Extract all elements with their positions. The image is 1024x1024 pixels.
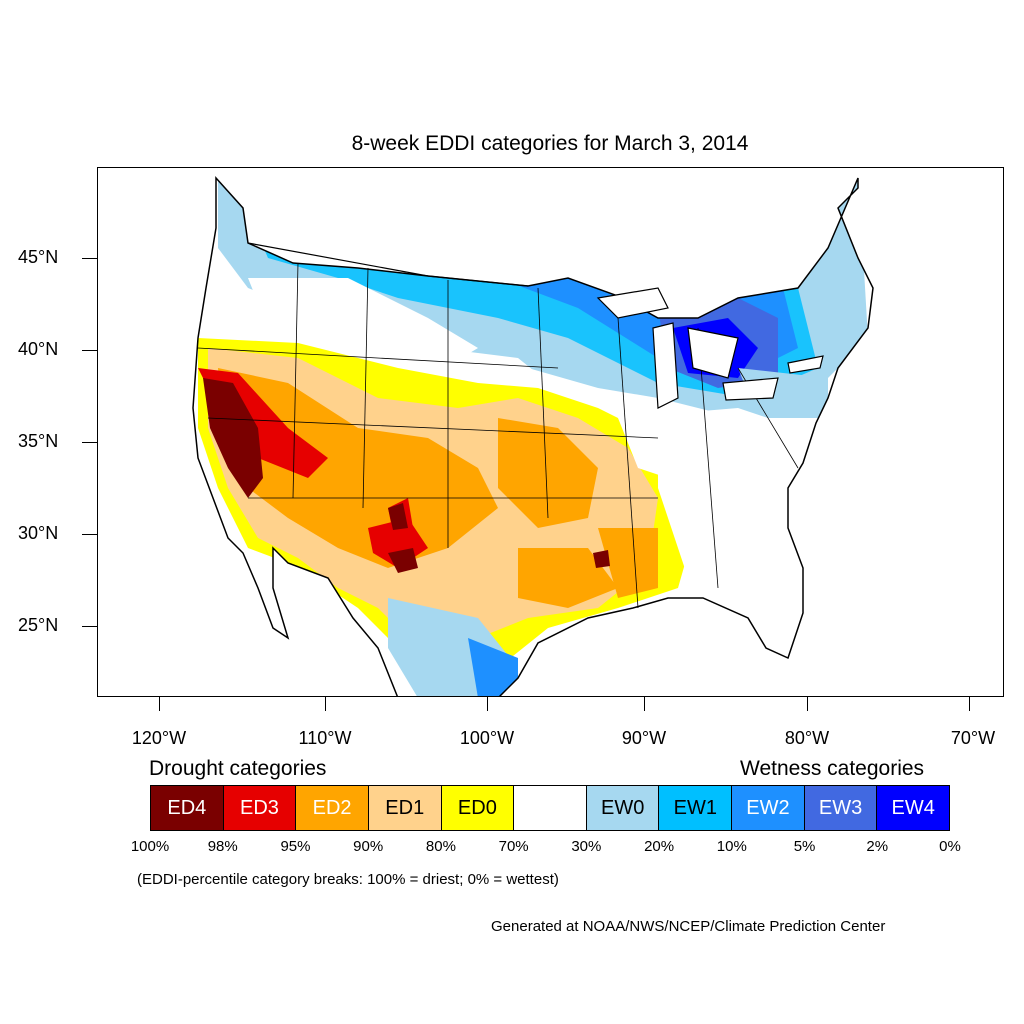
percent-break-label: 80%: [425, 838, 456, 855]
lon-label-70: 70°W: [950, 728, 996, 748]
lat-label-45: 45°N: [18, 247, 59, 267]
legend-box-ed0: ED0: [441, 786, 515, 830]
percent-break-label: 30%: [571, 838, 602, 855]
percent-break-label: 70%: [498, 838, 529, 855]
legend-box-ed2: ED2: [296, 786, 369, 830]
percent-break-label: 100%: [130, 838, 170, 855]
percent-break-label: 98%: [207, 838, 238, 855]
legend-box-ew0: EW0: [586, 786, 660, 830]
map-title: 8-week EDDI categories for March 3, 2014: [351, 132, 749, 155]
lat-tick: [82, 442, 97, 443]
lon-tick: [325, 697, 326, 711]
legend-box-normal: [514, 786, 587, 830]
category-break-note: (EDDI-percentile category breaks: 100% =…: [137, 871, 559, 888]
drought-categories-title: Drought categories: [149, 757, 327, 780]
lon-tick: [644, 697, 645, 711]
percent-break-label: 0%: [939, 838, 961, 855]
legend-box-ew3: EW3: [804, 786, 878, 830]
lon-tick: [487, 697, 488, 711]
legend-box-ew1: EW1: [659, 786, 733, 830]
lat-label-25: 25°N: [18, 615, 59, 635]
percent-break-label: 95%: [280, 838, 311, 855]
percent-break-label: 5%: [793, 838, 816, 855]
percent-break-label: 2%: [866, 838, 889, 855]
legend-box-ed1: ED1: [368, 786, 442, 830]
credit-text: Generated at NOAA/NWS/NCEP/Climate Predi…: [491, 918, 886, 935]
lat-tick: [82, 534, 97, 535]
legend-color-bar: ED4 ED3 ED2 ED1 ED0 EW0 EW1 EW2 EW3 EW4: [150, 785, 950, 831]
lon-tick: [159, 697, 160, 711]
map-panel: [97, 167, 1004, 697]
percent-break-label: 90%: [353, 838, 384, 855]
lat-tick: [82, 350, 97, 351]
lat-label-40: 40°N: [18, 339, 59, 359]
lat-label-30: 30°N: [18, 523, 59, 543]
lon-label-80: 80°W: [784, 728, 830, 748]
legend-box-ed3: ED3: [223, 786, 297, 830]
legend-box-ew4: EW4: [877, 786, 950, 830]
legend-box-ew2: EW2: [732, 786, 805, 830]
percent-break-label: 10%: [716, 838, 747, 855]
lat-tick: [82, 258, 97, 259]
lon-label-90: 90°W: [621, 728, 667, 748]
legend-box-ed4: ED4: [151, 786, 224, 830]
category-fill: [193, 178, 873, 696]
eddi-map: [192, 176, 874, 696]
lon-label-100: 100°W: [459, 728, 515, 748]
lon-tick: [807, 697, 808, 711]
wetness-categories-title: Wetness categories: [740, 757, 925, 780]
lat-label-35: 35°N: [18, 431, 59, 451]
lon-label-120: 120°W: [131, 728, 187, 748]
lon-tick: [969, 697, 970, 711]
lat-tick: [82, 626, 97, 627]
percent-break-label: 20%: [644, 838, 675, 855]
lon-label-110: 110°W: [298, 728, 352, 748]
